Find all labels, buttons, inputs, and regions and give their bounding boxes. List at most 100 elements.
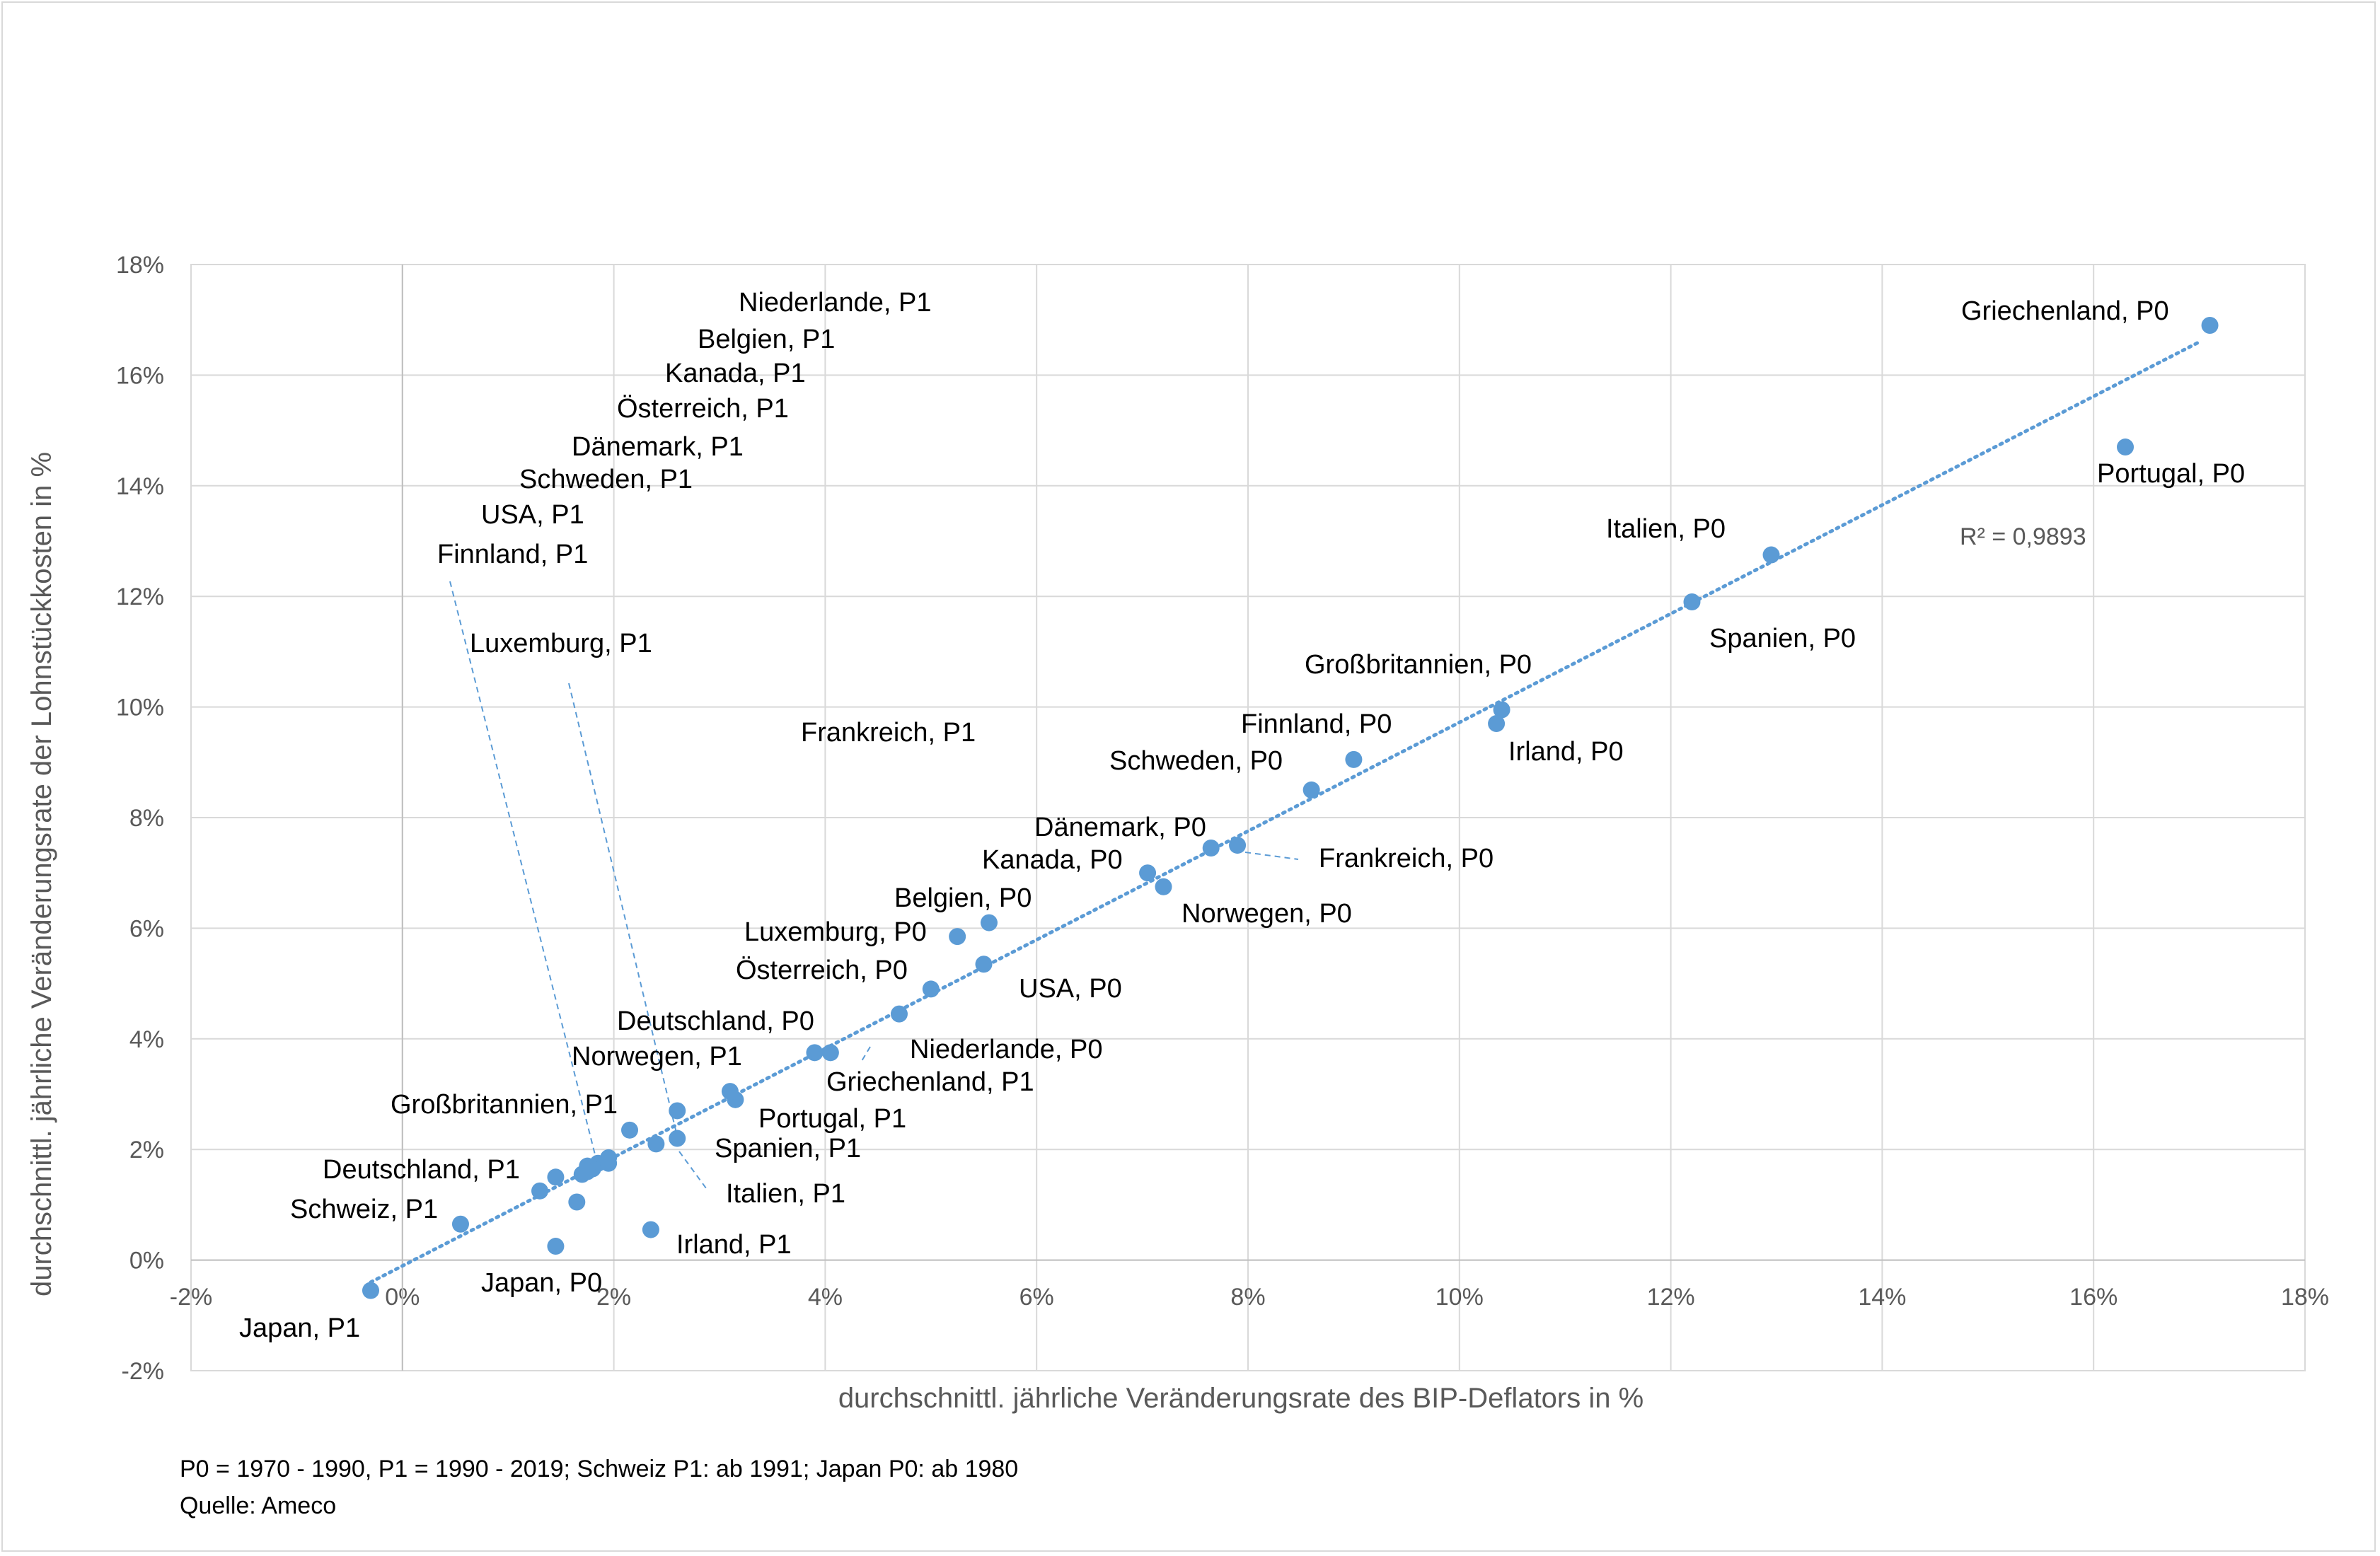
point-italien-p0-label: Italien, P0 [1606,514,1726,544]
x-tick-label: 14% [1858,1284,1906,1311]
point-portugal-p0-label: Portugal, P0 [2097,459,2245,489]
y-tick-label: 6% [129,915,164,942]
leader-line [678,1151,707,1189]
y-tick-label: 8% [129,805,164,832]
y-axis-title: durchschnittl. jährliche Veränderungsrat… [26,452,57,1296]
chart-footnote-source: Quelle: Ameco [180,1492,337,1519]
point-niederlande-p0 [890,1005,908,1023]
x-tick-label: -2% [170,1284,212,1311]
y-tick-label: 10% [116,695,164,721]
point-norwegen-p1-label: Norwegen, P1 [572,1042,742,1072]
point-belgien-p1-label: Belgien, P1 [698,325,835,354]
point-belgien-p0 [980,914,998,931]
point-schweiz-p1 [451,1215,469,1233]
point-irland-p0-label: Irland, P0 [1508,737,1624,767]
point-japan-p0-label: Japan, P0 [481,1268,602,1298]
point-usa-p1 [568,1193,586,1211]
leader-line [568,683,678,1139]
point-japan-p1-label: Japan, P1 [239,1313,360,1343]
point-dänemark-p0 [1202,840,1220,857]
point-dänemark-p0-label: Dänemark, P0 [1034,813,1206,842]
trendline [369,339,2202,1284]
y-tick-label: 4% [129,1026,164,1053]
point-italien-p1-label: Italien, P1 [726,1179,845,1209]
point-irland-p1-label: Irland, P1 [676,1230,792,1260]
point-deutschland-p1 [547,1168,565,1186]
point-griechenland-p0 [2201,317,2219,335]
point-belgien-p0-label: Belgien, P0 [894,883,1032,913]
point-österreich-p0-label: Österreich, P0 [736,956,908,985]
point-luxemburg-p1-label: Luxemburg, P1 [470,629,652,658]
point-frankreich-p0 [1229,837,1247,854]
point-kanada-p1 [600,1154,618,1172]
point-großbritannien-p1 [669,1102,686,1120]
point-österreich-p1-label: Österreich, P1 [617,394,789,424]
point-portugal-p0 [2117,439,2135,456]
y-tick-label: -2% [122,1358,164,1385]
point-niederlande-p0-label: Niederlande, P0 [910,1035,1103,1064]
x-tick-label: 16% [2069,1284,2118,1311]
leader-line [449,581,601,1175]
point-schweden-p0-label: Schweden, P0 [1109,746,1283,776]
chart-footnote-periods: P0 = 1970 - 1990, P1 = 1990 - 2019; Schw… [180,1456,1019,1482]
point-niederlande-p1-label: Niederlande, P1 [739,288,932,318]
point-spanien-p1-label: Spanien, P1 [715,1134,861,1163]
point-großbritannien-p0 [1493,701,1510,719]
point-norwegen-p1 [721,1083,739,1101]
point-luxemburg-p0-label: Luxemburg, P0 [744,917,927,947]
point-griechenland-p1 [806,1044,824,1062]
x-tick-label: 4% [808,1284,843,1311]
y-tick-label: 14% [116,473,164,500]
point-norwegen-p0-label: Norwegen, P0 [1182,899,1352,929]
point-deutschland-p1-label: Deutschland, P1 [323,1155,520,1185]
point-finnland-p0 [1345,750,1363,768]
point-usa-p0-label: USA, P0 [1019,974,1122,1004]
point-spanien-p1 [669,1130,686,1147]
leader-line [1244,852,1299,860]
x-tick-label: 8% [1230,1284,1265,1311]
point-spanien-p0 [1683,593,1701,611]
point-usa-p1-label: USA, P1 [481,500,584,530]
point-usa-p0 [975,956,993,973]
point-frankreich-p1 [531,1182,549,1200]
x-tick-label: 6% [1019,1284,1054,1311]
point-großbritannien-p0-label: Großbritannien, P0 [1305,650,1532,680]
point-japan-p0 [547,1238,565,1255]
y-tick-label: 0% [129,1248,164,1275]
point-kanada-p0 [1139,864,1157,882]
point-finnland-p1 [579,1163,596,1180]
r-squared-label: R² = 0,9893 [1960,523,2086,550]
point-luxemburg-p0 [949,928,966,946]
point-irland-p1 [642,1221,659,1238]
point-japan-p1 [362,1282,379,1299]
y-tick-label: 16% [116,362,164,389]
point-luxemburg-p1 [621,1121,639,1139]
point-finnland-p1-label: Finnland, P1 [437,540,588,569]
x-tick-label: 10% [1435,1284,1484,1311]
x-tick-label: 18% [2281,1284,2329,1311]
point-finnland-p0-label: Finnland, P0 [1241,709,1392,739]
x-tick-label: 12% [1647,1284,1695,1311]
point-dänemark-p1-label: Dänemark, P1 [572,432,744,462]
y-tick-label: 2% [129,1137,164,1163]
point-deutschland-p0 [821,1044,839,1062]
point-portugal-p1-label: Portugal, P1 [758,1104,906,1134]
x-tick-label: 2% [596,1284,631,1311]
point-großbritannien-p1-label: Großbritannien, P1 [391,1090,618,1120]
point-griechenland-p0-label: Griechenland, P0 [1961,296,2169,326]
point-spanien-p0-label: Spanien, P0 [1709,624,1856,654]
point-italien-p1 [647,1135,665,1153]
point-norwegen-p0 [1155,878,1172,895]
x-axis-title: durchschnittl. jährliche Veränderungsrat… [838,1383,1644,1414]
point-schweden-p0 [1302,781,1320,799]
point-griechenland-p1-label: Griechenland, P1 [826,1067,1034,1097]
point-kanada-p1-label: Kanada, P1 [665,359,806,388]
y-tick-label: 18% [116,252,164,279]
point-frankreich-p0-label: Frankreich, P0 [1319,844,1494,873]
point-irland-p0 [1488,715,1506,733]
point-kanada-p0-label: Kanada, P0 [982,845,1123,875]
point-schweden-p1-label: Schweden, P1 [519,465,693,494]
leader-line [861,1046,871,1062]
